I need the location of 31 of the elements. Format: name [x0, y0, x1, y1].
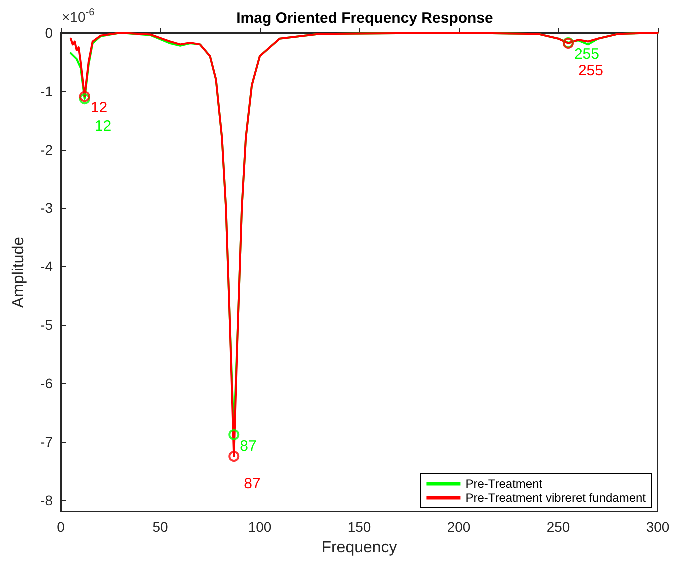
y-tick-label: -2	[40, 142, 54, 158]
point	[79, 91, 90, 102]
chart-title: Imag Oriented Frequency Response	[236, 10, 494, 27]
x-tick-label: 50	[152, 519, 168, 535]
y-tick-label: -1	[40, 83, 54, 100]
y-tick-label: -4	[40, 258, 54, 275]
annotation: 255	[574, 46, 600, 63]
x-tick-label: 150	[348, 519, 372, 535]
annotation: 12	[94, 118, 112, 136]
x-tick-label: 100	[248, 519, 272, 535]
annotation: 12	[90, 100, 108, 117]
legend-label: Pre-Treatment vibreret fundament	[466, 491, 647, 505]
y-axis-title: Amplitude	[10, 236, 28, 308]
y-tick-label: -3	[40, 200, 54, 216]
y-tick-label: 0	[45, 25, 54, 41]
y-tick-label: -6	[40, 375, 54, 392]
annotation: 87	[240, 438, 257, 455]
annotation: 87	[244, 476, 261, 493]
legend-label: Pre-Treatment	[466, 477, 544, 491]
y-tick-label: -7	[40, 434, 54, 450]
y-tick-label: -5	[40, 317, 54, 334]
point	[228, 451, 240, 462]
point	[79, 94, 90, 105]
x-axis-title: Frequency	[322, 540, 398, 556]
y-tick-label: -8	[40, 492, 54, 508]
x-tick-label: 0	[57, 519, 66, 535]
annotation: 255	[578, 62, 604, 80]
x-tick-label: 200	[447, 519, 471, 535]
x-tick-label: 250	[546, 519, 570, 535]
point	[228, 429, 240, 440]
x-tick-label: 300	[646, 519, 670, 535]
